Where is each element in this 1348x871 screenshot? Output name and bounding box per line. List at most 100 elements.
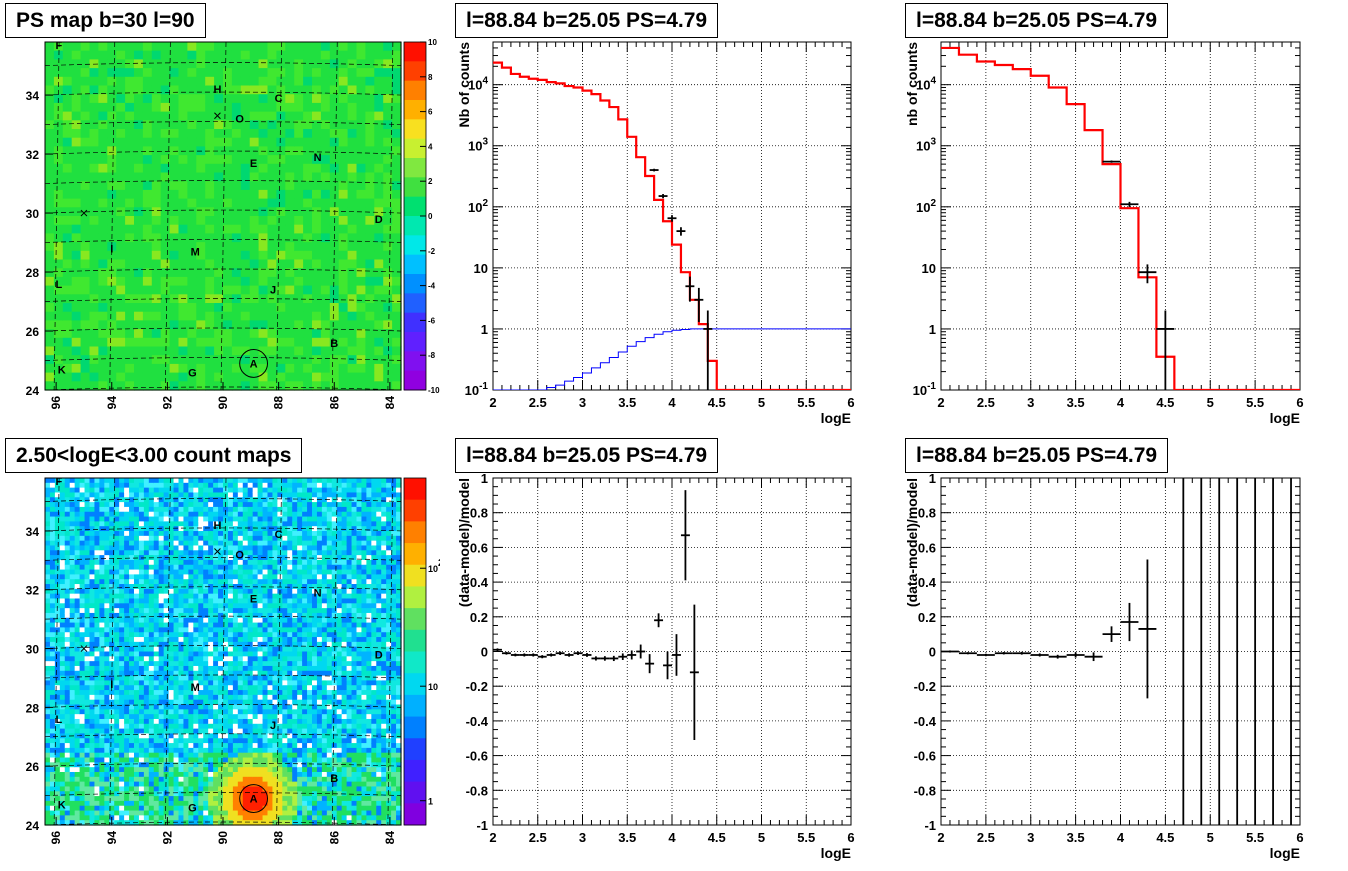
heat-cell <box>124 747 130 754</box>
heat-cell <box>153 564 160 571</box>
heat-cell <box>74 791 81 797</box>
heat-cell <box>214 233 224 243</box>
heat-cell <box>303 242 313 252</box>
heat-cell <box>312 207 322 217</box>
heat-cell <box>153 781 160 788</box>
heat-cell <box>303 146 313 156</box>
heat-cell <box>98 285 108 295</box>
heat-cell <box>124 714 130 720</box>
heat-cell <box>45 709 51 715</box>
heat-cell <box>143 564 150 571</box>
heat-cell <box>74 632 81 638</box>
heat-cell <box>109 588 115 595</box>
heat-cell <box>148 526 155 532</box>
heat-cell <box>125 181 135 191</box>
heat-cell <box>119 598 125 604</box>
heat-cell <box>116 216 126 226</box>
heat-cell <box>188 492 194 498</box>
heat-cell <box>94 704 100 710</box>
heat-cell <box>84 815 91 821</box>
heat-cell <box>218 545 224 551</box>
heat-cell <box>383 120 393 130</box>
heat-cell <box>59 694 66 701</box>
x-tick-label: 3 <box>1027 395 1034 410</box>
heat-cell <box>188 482 194 489</box>
heat-cell <box>69 632 76 638</box>
heat-cell <box>193 747 199 754</box>
heat-cell <box>169 94 180 104</box>
heat-cell <box>138 482 145 489</box>
heat-cell <box>129 762 135 768</box>
heat-cell <box>71 120 82 130</box>
heat-cell <box>114 776 120 783</box>
heat-cell <box>54 820 61 826</box>
heat-cell <box>143 608 150 614</box>
heat-cell <box>193 584 199 590</box>
heat-cell <box>203 550 209 556</box>
heat-cell <box>227 699 234 706</box>
heat-cell <box>69 608 76 614</box>
heat-cell <box>153 796 160 802</box>
heat-cell <box>214 85 224 95</box>
heat-cell <box>134 224 144 234</box>
heat-cell <box>129 791 135 797</box>
heat-cell <box>158 617 165 624</box>
heat-cell <box>218 569 224 575</box>
heat-cell <box>356 76 366 87</box>
color-bar-segment <box>404 312 426 333</box>
heat-cell <box>45 588 51 595</box>
heat-cell <box>109 810 115 816</box>
heat-cell <box>178 224 188 234</box>
heat-cell <box>124 564 130 571</box>
heat-cell <box>138 564 145 571</box>
heat-cell <box>153 709 160 715</box>
heat-cell <box>178 172 188 182</box>
heat-cell <box>74 656 81 662</box>
heat-cell <box>183 781 189 788</box>
heat-cell <box>153 670 160 677</box>
heat-cell <box>312 172 322 182</box>
heat-cell <box>49 579 56 585</box>
heat-cell <box>104 656 110 662</box>
heat-cell <box>168 531 175 537</box>
heat-cell <box>232 704 239 710</box>
heat-cell <box>138 661 145 667</box>
heat-cell <box>53 102 64 113</box>
heat-cell <box>104 757 110 763</box>
heat-cell <box>158 540 165 547</box>
heat-cell <box>53 329 64 339</box>
heat-cell <box>148 588 155 595</box>
heat-cell <box>138 593 145 600</box>
heat-cell <box>158 771 165 778</box>
heat-cell <box>183 492 189 498</box>
heat-cell <box>356 137 366 147</box>
heat-cell <box>45 487 51 494</box>
heat-cell <box>294 242 304 252</box>
heat-cell <box>94 728 100 735</box>
heat-cell <box>104 521 110 527</box>
heat-cell <box>69 492 76 498</box>
heat-cell <box>213 762 219 768</box>
heat-cell <box>178 381 188 391</box>
heat-cell <box>59 516 66 522</box>
heat-cell <box>114 714 120 720</box>
heat-cell <box>178 487 185 494</box>
heat-cell <box>59 574 66 580</box>
heat-cell <box>99 771 105 778</box>
heat-cell <box>232 743 239 749</box>
heat-cell <box>45 641 51 648</box>
heat-cell <box>64 723 71 730</box>
heat-cell <box>267 163 277 174</box>
heat-cell <box>374 250 384 261</box>
heat-cell <box>168 502 175 508</box>
heat-cell <box>198 728 204 735</box>
heat-cell <box>89 694 96 701</box>
heat-cell <box>218 617 224 624</box>
heat-cell <box>218 796 224 802</box>
heat-cell <box>198 757 204 763</box>
heat-cell <box>383 216 393 226</box>
heat-cell <box>168 487 175 494</box>
heat-cell <box>107 276 117 287</box>
heat-cell <box>94 492 100 498</box>
heat-cell <box>320 102 331 113</box>
